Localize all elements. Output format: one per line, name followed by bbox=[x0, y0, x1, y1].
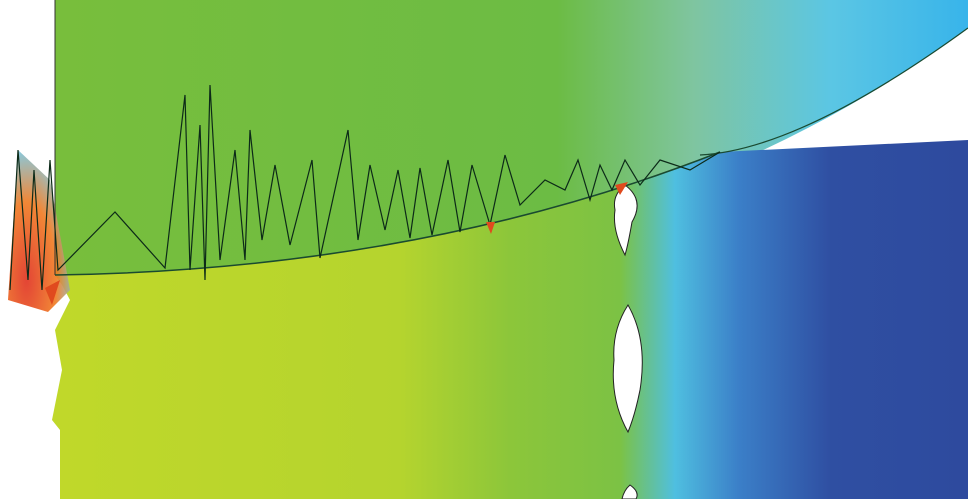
upper-curve bbox=[699, 27, 968, 156]
red-spot bbox=[45, 280, 60, 305]
hole bbox=[614, 184, 638, 257]
red-spots bbox=[45, 182, 628, 305]
interface-curve bbox=[54, 151, 721, 276]
red-spot bbox=[486, 222, 495, 234]
lower-body bbox=[52, 140, 968, 499]
contact-zigzag bbox=[9, 84, 721, 291]
hole bbox=[612, 304, 643, 434]
holes bbox=[612, 184, 643, 499]
red-spot bbox=[615, 182, 628, 195]
hole bbox=[621, 484, 638, 499]
